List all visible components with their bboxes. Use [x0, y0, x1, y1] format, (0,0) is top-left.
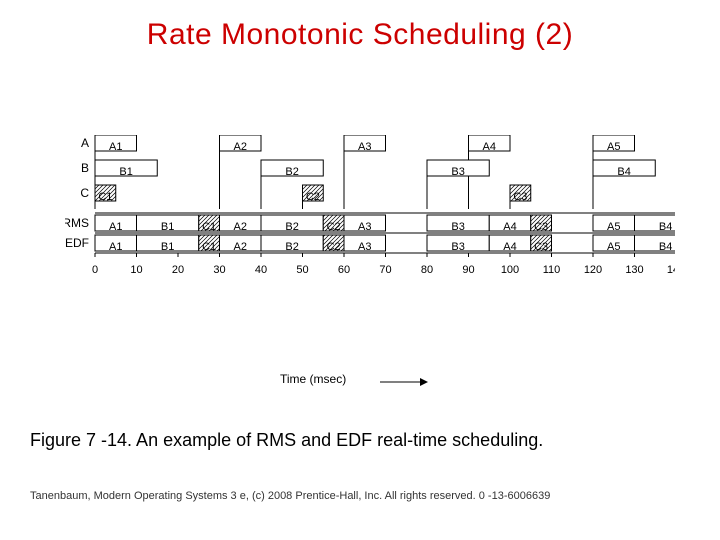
- svg-text:A5: A5: [607, 221, 620, 233]
- svg-text:EDF: EDF: [65, 236, 89, 250]
- svg-text:A2: A2: [234, 241, 247, 253]
- svg-text:B3: B3: [451, 166, 464, 178]
- svg-text:B4: B4: [617, 166, 630, 178]
- svg-text:110: 110: [543, 264, 561, 276]
- svg-text:10: 10: [130, 264, 142, 276]
- svg-text:A1: A1: [109, 141, 122, 153]
- svg-text:A5: A5: [607, 141, 620, 153]
- figure-caption: Figure 7 -14. An example of RMS and EDF …: [30, 430, 690, 451]
- svg-text:50: 50: [296, 264, 308, 276]
- svg-text:B1: B1: [119, 166, 132, 178]
- svg-text:60: 60: [338, 264, 350, 276]
- svg-text:A3: A3: [358, 141, 371, 153]
- svg-text:A3: A3: [358, 221, 371, 233]
- svg-text:C1: C1: [98, 191, 112, 203]
- svg-text:20: 20: [172, 264, 184, 276]
- svg-text:90: 90: [462, 264, 474, 276]
- svg-text:140: 140: [667, 264, 675, 276]
- svg-text:0: 0: [92, 264, 98, 276]
- svg-text:120: 120: [584, 264, 602, 276]
- footer-text: Tanenbaum, Modern Operating Systems 3 e,…: [30, 490, 550, 502]
- svg-text:130: 130: [625, 264, 643, 276]
- axis-label: Time (msec): [280, 372, 346, 386]
- svg-text:B4: B4: [659, 241, 672, 253]
- svg-text:B2: B2: [285, 241, 298, 253]
- svg-text:C2: C2: [327, 221, 341, 233]
- svg-text:A1: A1: [109, 221, 122, 233]
- svg-text:B2: B2: [285, 166, 298, 178]
- svg-text:70: 70: [379, 264, 391, 276]
- svg-text:B2: B2: [285, 221, 298, 233]
- svg-text:RMS: RMS: [65, 216, 89, 230]
- page-title: Rate Monotonic Scheduling (2): [0, 18, 720, 52]
- svg-text:B3: B3: [451, 241, 464, 253]
- svg-text:A5: A5: [607, 241, 620, 253]
- svg-text:B4: B4: [659, 221, 672, 233]
- svg-text:A2: A2: [234, 141, 247, 153]
- svg-text:80: 80: [421, 264, 433, 276]
- svg-text:C1: C1: [202, 241, 216, 253]
- svg-text:A4: A4: [483, 141, 496, 153]
- svg-text:A4: A4: [503, 241, 516, 253]
- chart-svg: ABC RMS EDF A1 A2 A3 A4 A5 B1 B2 B3 B4 C1 C2 C3 A1 B1 C1 A…: [65, 135, 675, 335]
- svg-text:30: 30: [213, 264, 225, 276]
- svg-text:B1: B1: [161, 241, 174, 253]
- svg-text:C: C: [80, 186, 89, 200]
- svg-text:100: 100: [501, 264, 519, 276]
- svg-text:A: A: [81, 136, 89, 150]
- svg-text:A1: A1: [109, 241, 122, 253]
- svg-text:C3: C3: [513, 191, 527, 203]
- svg-text:A4: A4: [503, 221, 516, 233]
- svg-text:A2: A2: [234, 221, 247, 233]
- svg-text:C3: C3: [534, 241, 548, 253]
- svg-text:40: 40: [255, 264, 267, 276]
- svg-text:B3: B3: [451, 221, 464, 233]
- svg-text:C1: C1: [202, 221, 216, 233]
- svg-text:C2: C2: [327, 241, 341, 253]
- svg-text:B1: B1: [161, 221, 174, 233]
- svg-text:A3: A3: [358, 241, 371, 253]
- axis-arrow: [380, 375, 430, 389]
- svg-text:B: B: [81, 161, 89, 175]
- svg-text:C3: C3: [534, 221, 548, 233]
- timing-chart: ABC RMS EDF A1 A2 A3 A4 A5 B1 B2 B3 B4 C1 C2 C3 A1 B1 C1 A…: [65, 135, 675, 355]
- svg-text:C2: C2: [306, 191, 320, 203]
